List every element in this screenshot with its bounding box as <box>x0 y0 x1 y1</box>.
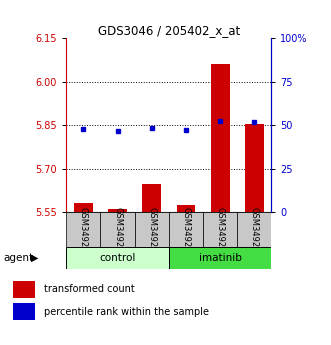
Bar <box>66 212 100 247</box>
Text: percentile rank within the sample: percentile rank within the sample <box>44 307 209 317</box>
Text: GSM34921: GSM34921 <box>79 207 88 252</box>
Bar <box>245 124 264 212</box>
Bar <box>66 247 169 269</box>
Bar <box>169 247 271 269</box>
Text: control: control <box>99 253 136 263</box>
Bar <box>100 212 135 247</box>
Bar <box>74 203 93 212</box>
Bar <box>169 212 203 247</box>
Title: GDS3046 / 205402_x_at: GDS3046 / 205402_x_at <box>98 24 240 37</box>
Bar <box>135 212 169 247</box>
Text: transformed count: transformed count <box>44 284 135 294</box>
Text: GSM34923: GSM34923 <box>147 207 156 252</box>
Bar <box>108 209 127 212</box>
Bar <box>142 184 161 212</box>
Bar <box>237 212 271 247</box>
Bar <box>203 212 237 247</box>
Bar <box>13 281 35 298</box>
Text: agent: agent <box>3 253 33 263</box>
Bar <box>176 205 195 212</box>
Bar <box>211 63 229 212</box>
Text: GSM34924: GSM34924 <box>181 207 190 252</box>
Bar <box>13 303 35 320</box>
Text: imatinib: imatinib <box>199 253 242 263</box>
Text: ▶: ▶ <box>31 253 39 263</box>
Text: GSM34922: GSM34922 <box>113 207 122 252</box>
Text: GSM34925: GSM34925 <box>215 207 225 252</box>
Text: GSM34926: GSM34926 <box>250 207 259 252</box>
